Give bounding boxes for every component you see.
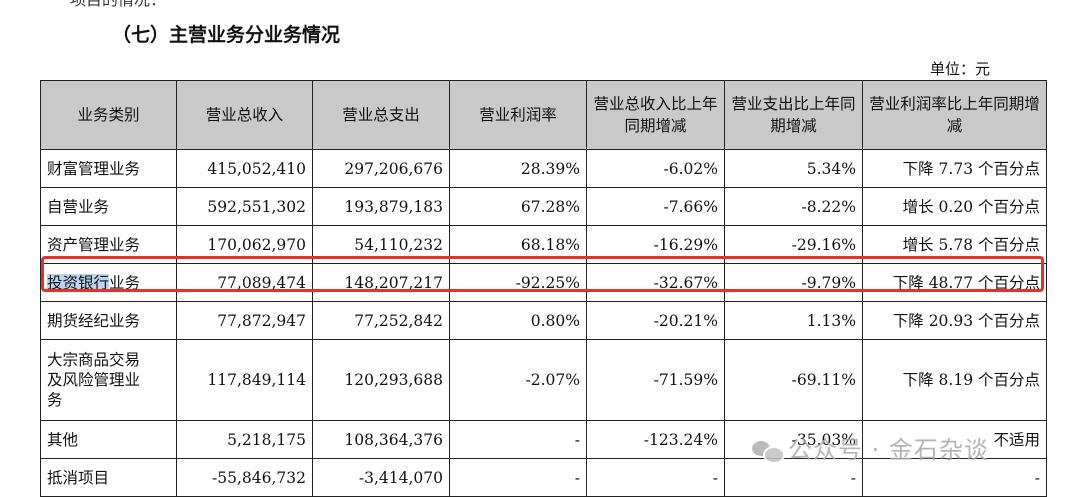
cell-margin: 28.39% [449, 149, 587, 188]
cell-revenue: -55,846,732 [176, 458, 313, 497]
header-margin: 营业利润率 [449, 80, 587, 150]
table-row: 其他 5,218,175 108,364,376 - -123.24% -35.… [40, 420, 1047, 459]
cell-margin: - [449, 458, 587, 497]
cell-expense: 193,879,183 [312, 187, 450, 226]
cell-margin: -2.07% [449, 339, 587, 421]
cell-expense-change: 1.13% [724, 301, 863, 340]
business-segment-table: 业务类别 营业总收入 营业总支出 营业利润率 营业总收入比上年同期增减 营业支出… [40, 80, 1047, 497]
cell-margin-change: 下降 48.77 个百分点 [862, 263, 1047, 302]
category-suffix: 业务 [109, 273, 141, 292]
section-title: （七）主营业务分业务情况 [112, 24, 341, 46]
table-row: 财富管理业务 415,052,410 297,206,676 28.39% -6… [40, 149, 1047, 188]
table-row: 抵消项目 -55,846,732 -3,414,070 - - - - [40, 458, 1047, 497]
table-row: 资产管理业务 170,062,970 54,110,232 68.18% -16… [40, 225, 1047, 264]
header-expense: 营业总支出 [312, 80, 450, 150]
cell-revenue: 415,052,410 [176, 149, 313, 188]
cell-category: 大宗商品交易 及风险管理业 务 [40, 339, 177, 421]
header-expense-change: 营业支出比上年同期增减 [724, 80, 863, 150]
cell-revenue: 5,218,175 [176, 420, 313, 459]
category-line: 务 [47, 391, 63, 409]
header-margin-change: 营业利润率比上年同期增减 [862, 80, 1047, 150]
cell-expense: 77,252,842 [312, 301, 450, 340]
cell-revenue: 170,062,970 [176, 225, 313, 264]
cell-category: 抵消项目 [40, 458, 177, 497]
header-revenue-change: 营业总收入比上年同期增减 [586, 80, 725, 150]
selected-text[interactable]: 投资银行 [47, 273, 110, 292]
cell-margin-change: 不适用 [862, 420, 1047, 459]
cell-revenue-change: - [586, 458, 725, 497]
cell-expense-change: -29.16% [724, 225, 863, 264]
cell-revenue-change: -71.59% [586, 339, 725, 421]
cell-category: 期货经纪业务 [40, 301, 177, 340]
cell-margin: 67.28% [449, 187, 587, 226]
cell-revenue-change: -7.66% [586, 187, 725, 226]
cell-expense-change: -69.11% [724, 339, 863, 421]
cell-expense: 120,293,688 [312, 339, 450, 421]
table-row-highlighted: 投资银行业务 77,089,474 148,207,217 -92.25% -3… [40, 263, 1047, 302]
table-header-row: 业务类别 营业总收入 营业总支出 营业利润率 营业总收入比上年同期增减 营业支出… [40, 80, 1047, 150]
cell-expense: -3,414,070 [312, 458, 450, 497]
cell-expense-change: 5.34% [724, 149, 863, 188]
cell-category: 资产管理业务 [40, 225, 177, 264]
previous-section-fragment: 项目的情况： [70, 0, 166, 10]
cell-expense-change: -9.79% [724, 263, 863, 302]
cell-expense: 148,207,217 [312, 263, 450, 302]
cell-revenue-change: -123.24% [586, 420, 725, 459]
cell-expense: 108,364,376 [312, 420, 450, 459]
header-revenue: 营业总收入 [176, 80, 313, 150]
cell-margin-change: 增长 5.78 个百分点 [862, 225, 1047, 264]
table-row: 期货经纪业务 77,872,947 77,252,842 0.80% -20.2… [40, 301, 1047, 340]
cell-revenue-change: -32.67% [586, 263, 725, 302]
category-line: 大宗商品交易 [47, 351, 141, 369]
unit-label: 单位：元 [930, 60, 991, 78]
cell-revenue: 117,849,114 [176, 339, 313, 421]
cell-margin: -92.25% [449, 263, 587, 302]
watermark-text: 公众号 · 金石杂谈 [788, 436, 989, 464]
cell-category: 自营业务 [40, 187, 177, 226]
cell-revenue: 77,089,474 [176, 263, 313, 302]
cell-expense-change: -8.22% [724, 187, 863, 226]
cell-margin-change: 下降 20.93 个百分点 [862, 301, 1047, 340]
cell-category: 其他 [40, 420, 177, 459]
cell-margin: 0.80% [449, 301, 587, 340]
table-row: 自营业务 592,551,302 193,879,183 67.28% -7.6… [40, 187, 1047, 226]
cell-margin-change: 下降 7.73 个百分点 [862, 149, 1047, 188]
cell-revenue-change: -20.21% [586, 301, 725, 340]
cell-category: 财富管理业务 [40, 149, 177, 188]
cell-expense: 297,206,676 [312, 149, 450, 188]
cell-revenue: 77,872,947 [176, 301, 313, 340]
cell-expense: 54,110,232 [312, 225, 450, 264]
cell-margin-change: 增长 0.20 个百分点 [862, 187, 1047, 226]
wechat-icon [752, 439, 785, 464]
cell-revenue-change: -6.02% [586, 149, 725, 188]
cell-margin: - [449, 420, 587, 459]
cell-revenue: 592,551,302 [176, 187, 313, 226]
cell-revenue-change: -16.29% [586, 225, 725, 264]
watermark: 公众号 · 金石杂谈 [752, 430, 989, 465]
cell-margin-change: 下降 8.19 个百分点 [862, 339, 1047, 421]
category-line: 及风险管理业 [47, 371, 141, 389]
cell-category: 投资银行业务 [40, 263, 177, 302]
table-row: 大宗商品交易 及风险管理业 务 117,849,114 120,293,688 … [40, 339, 1047, 421]
cell-margin: 68.18% [449, 225, 587, 264]
header-category: 业务类别 [40, 80, 177, 150]
